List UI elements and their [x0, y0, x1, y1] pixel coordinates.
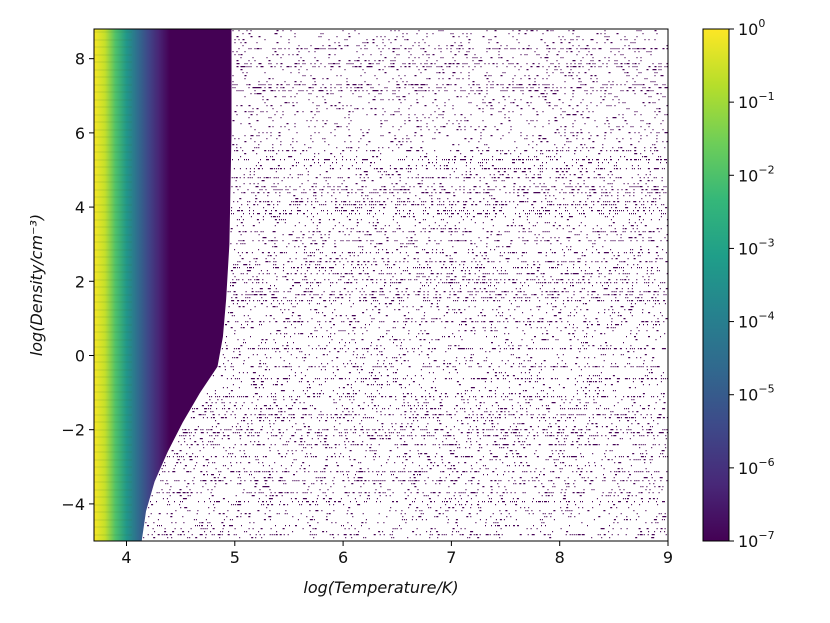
colorbar-fill: [703, 29, 729, 541]
x-tick-label: 7: [446, 548, 456, 567]
heatmap-noise-cells: [143, 30, 668, 539]
heatmap-stripe-texture: [94, 31, 132, 536]
y-tick-label: 2: [75, 272, 85, 291]
colorbar-tick-label: 10−5: [738, 383, 775, 405]
heatmap-valid-region: [94, 29, 232, 541]
colorbar-tick-label: 10−3: [738, 236, 775, 258]
x-axis: 4 5 6 7 8 9: [121, 541, 673, 567]
y-tick-label: −4: [61, 495, 85, 514]
colorbar-ticks: 100 10−1 10−2 10−3 10−4 10−5 10−6 10−7: [729, 17, 775, 551]
x-tick-label: 8: [555, 548, 565, 567]
colorbar-tick-label: 10−4: [738, 310, 775, 332]
y-tick-label: 8: [75, 50, 85, 69]
y-tick-label: −2: [61, 421, 85, 440]
colorbar: 100 10−1 10−2 10−3 10−4 10−5 10−6 10−7: [702, 17, 775, 551]
colorbar-tick-label: 10−6: [738, 456, 775, 478]
plot-frame: [93, 28, 669, 542]
colorbar-frame: [702, 28, 730, 542]
colorbar-tick-label: 10−2: [738, 163, 775, 185]
y-tick-label: 4: [75, 198, 85, 217]
x-axis-label: log(Temperature/K): [303, 578, 458, 597]
y-tick-label: 0: [75, 346, 85, 365]
y-axis: −4 −2 0 2 4 6 8: [61, 50, 94, 514]
y-axis-label: log(Density/cm⁻³): [27, 214, 46, 356]
colorbar-tick-label: 10−1: [738, 90, 775, 112]
x-tick-label: 5: [230, 548, 240, 567]
y-tick-label: 6: [75, 124, 85, 143]
x-tick-label: 4: [121, 548, 131, 567]
colorbar-tick-label: 10−7: [738, 529, 775, 551]
x-tick-label: 9: [663, 548, 673, 567]
colorbar-tick-label: 100: [738, 17, 765, 39]
heatmap-plot-area: [93, 28, 669, 542]
x-tick-label: 6: [338, 548, 348, 567]
